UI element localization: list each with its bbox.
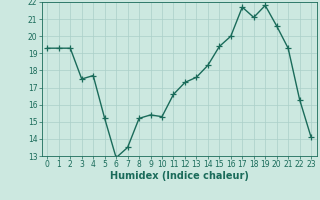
X-axis label: Humidex (Indice chaleur): Humidex (Indice chaleur) [110,171,249,181]
